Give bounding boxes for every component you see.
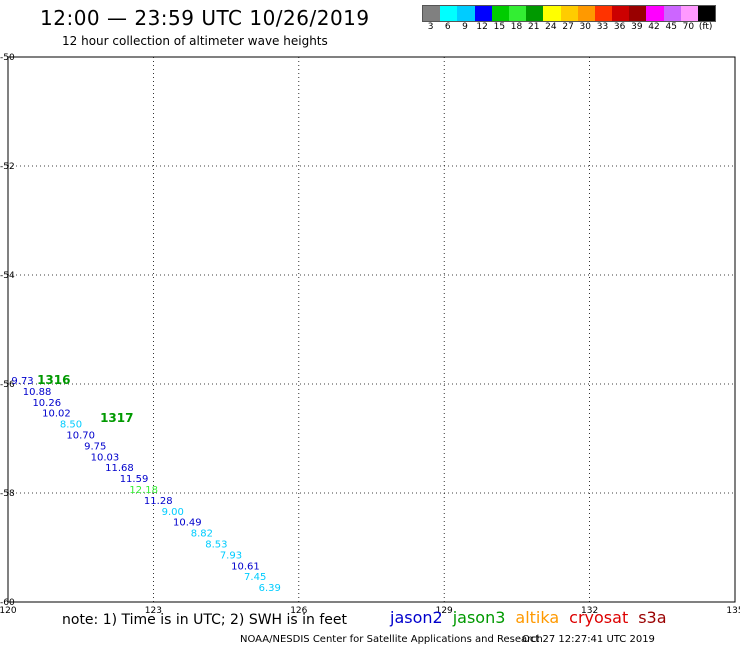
color-legend-labels: 3 6 9 12 15 18 21 24 27 30 33 36 39 42 45 70 (ft): [422, 22, 714, 32]
x-tick-label: 123: [145, 606, 162, 616]
data-point: 9.73: [11, 376, 33, 387]
color-legend-bar: [422, 5, 717, 22]
time-label: 1317: [100, 411, 133, 425]
satellite-jason3: jason3: [452, 608, 506, 627]
legend-label: 33: [596, 22, 609, 32]
legend-swatch: [440, 6, 458, 21]
legend-label: 3: [427, 22, 434, 32]
y-tick-label: -54: [0, 271, 15, 281]
legend-swatch: [629, 6, 647, 21]
y-tick-label: -52: [0, 162, 15, 172]
data-point: 11.68: [105, 463, 134, 474]
x-tick-label: 129: [436, 606, 453, 616]
data-point: 10.02: [42, 409, 71, 420]
data-point: 10.49: [173, 518, 202, 529]
legend-label: 9: [462, 22, 468, 32]
legend-label: 30: [579, 22, 591, 32]
legend-label: 15: [493, 22, 506, 32]
data-point: 8.50: [60, 420, 82, 431]
chart-subtitle: 12 hour collection of altimeter wave hei…: [62, 34, 328, 48]
data-point: 10.70: [66, 431, 95, 442]
legend-swatch: [612, 6, 630, 21]
data-point: 11.28: [144, 496, 173, 507]
x-tick-label: 126: [290, 606, 307, 616]
legend-label: 18: [510, 22, 523, 32]
footer-note: note: 1) Time is in UTC; 2) SWH is in fe…: [62, 612, 348, 628]
legend-swatch: [491, 6, 509, 21]
legend-swatch: [560, 6, 578, 21]
legend-swatch: [526, 6, 544, 21]
satellite-cryosat: cryosat: [569, 608, 629, 627]
legend-label: 6: [444, 22, 451, 32]
grid-layer: [8, 57, 735, 602]
satellite-s3a: s3a: [638, 608, 667, 627]
legend-swatch: [457, 6, 475, 21]
data-point: 7.93: [220, 550, 242, 561]
legend-label: 39: [631, 22, 643, 32]
data-point: 9.00: [162, 507, 184, 518]
data-point: 7.45: [244, 572, 266, 583]
y-tick-label: -60: [0, 598, 15, 608]
x-tick-label: 120: [0, 606, 17, 616]
credit-text: NOAA/NESDIS Center for Satellite Applica…: [240, 634, 543, 645]
timestamp: Oct 27 12:27:41 UTC 2019: [522, 634, 655, 645]
satellite-legend: jason2 jason3 altika cryosat s3a: [390, 608, 677, 627]
legend-label: 70: [682, 22, 695, 32]
data-point: 8.82: [191, 529, 213, 540]
data-point: 10.26: [32, 398, 61, 409]
x-tick-label: 135: [726, 606, 740, 616]
plot-frame: [7, 56, 736, 603]
legend-swatch: [474, 6, 492, 21]
legend-swatch: [543, 6, 561, 21]
legend-swatch: [423, 6, 441, 21]
legend-label: 27: [562, 22, 574, 32]
legend-label: (ft): [698, 22, 713, 32]
time-label: 1316: [37, 373, 70, 387]
points-layer: 9.7310.8810.2610.028.5010.709.7510.0311.…: [11, 376, 280, 594]
legend-label: 36: [613, 22, 626, 32]
x-tick-label: 132: [581, 606, 598, 616]
legend-swatch: [680, 6, 698, 21]
legend-swatch: [594, 6, 613, 21]
legend-swatch: [508, 6, 527, 21]
legend-swatch: [663, 6, 681, 21]
data-point: 10.88: [23, 387, 52, 398]
satellite-jason2: jason2: [390, 608, 443, 627]
chart-title: 12:00 — 23:59 UTC 10/26/2019: [40, 6, 370, 30]
data-point: 12.18: [129, 485, 158, 496]
time-labels-layer: 1316 1317: [37, 373, 133, 425]
legend-label: 24: [545, 22, 557, 32]
axis-layer: 120 123 126 129 132 135 -50 -52 -54 -56 -58 -60: [0, 53, 740, 616]
y-tick-label: -58: [0, 489, 15, 499]
legend-label: 12: [476, 22, 488, 32]
data-point: 8.53: [205, 540, 227, 551]
data-point: 10.61: [231, 561, 260, 572]
legend-label: 45: [665, 22, 677, 32]
data-point: 9.75: [84, 441, 106, 452]
legend-swatch: [577, 6, 595, 21]
legend-swatch: [698, 6, 716, 21]
data-point: 10.03: [91, 452, 120, 463]
satellite-altika: altika: [515, 608, 560, 627]
legend-label: 42: [648, 22, 660, 32]
data-point: 6.39: [259, 583, 281, 594]
data-point: 11.59: [120, 474, 149, 485]
legend-swatch: [646, 6, 664, 21]
y-tick-label: -56: [0, 380, 15, 390]
legend-label: 21: [527, 22, 540, 32]
y-tick-label: -50: [0, 53, 15, 63]
